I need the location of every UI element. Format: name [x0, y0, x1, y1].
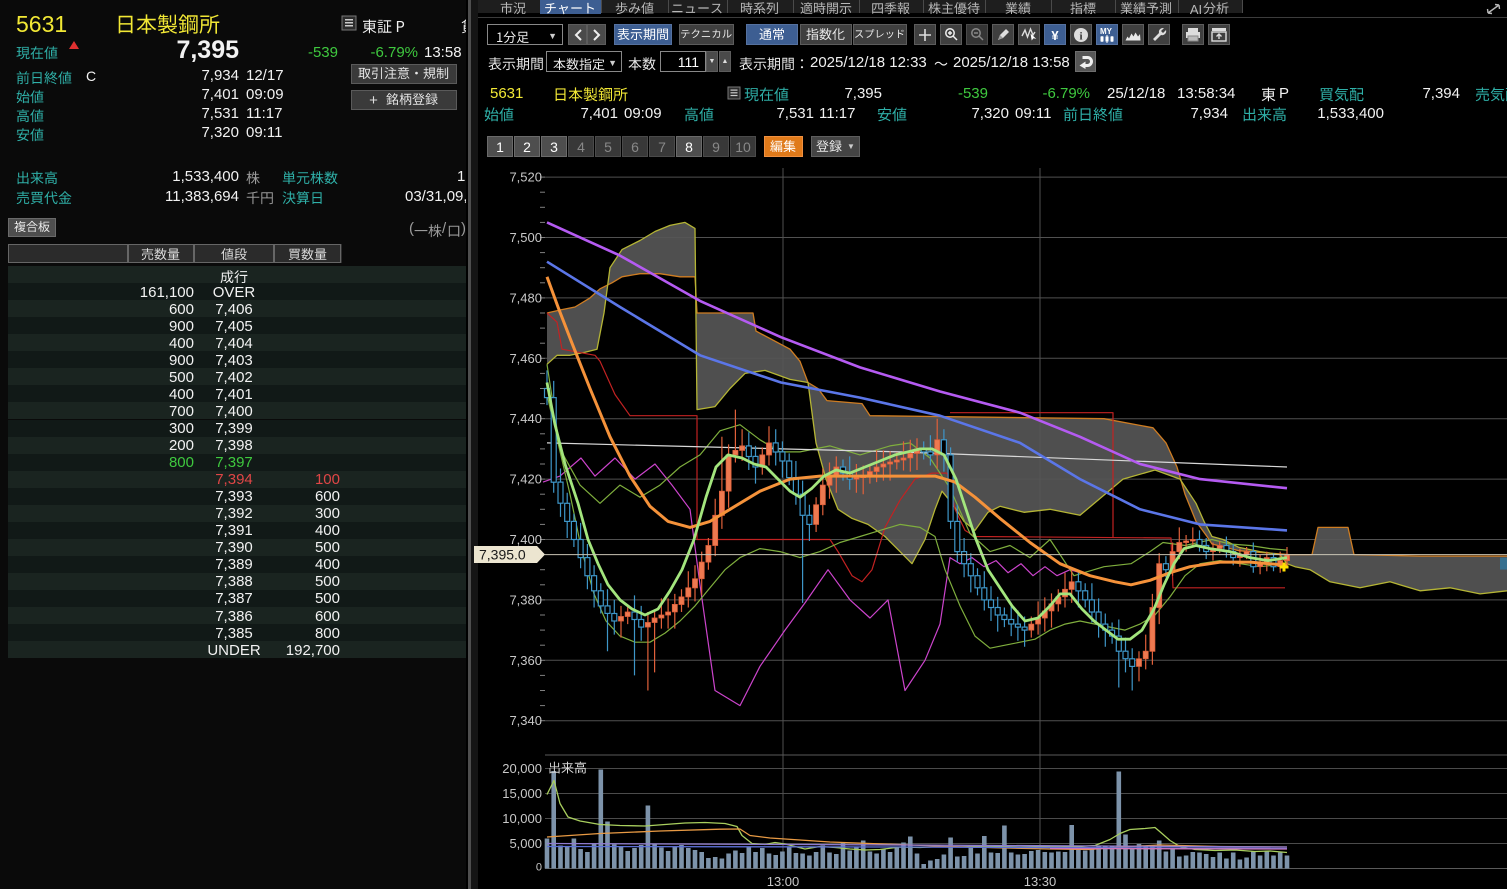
- svg-text:7,520: 7,520: [509, 170, 542, 185]
- svg-text:7,360: 7,360: [509, 653, 542, 668]
- svg-text:5,000: 5,000: [509, 836, 542, 851]
- svg-text:7,440: 7,440: [509, 411, 542, 426]
- svg-text:13:30: 13:30: [1024, 874, 1057, 889]
- svg-text:MY: MY: [1100, 27, 1113, 36]
- svg-text:7,400: 7,400: [509, 532, 542, 547]
- svg-text:15,000: 15,000: [502, 786, 542, 801]
- svg-text:¥: ¥: [1051, 28, 1059, 42]
- svg-text:20,000: 20,000: [502, 761, 542, 776]
- svg-text:13:00: 13:00: [767, 874, 800, 889]
- svg-text:7,395.0: 7,395.0: [479, 547, 526, 563]
- svg-text:7,460: 7,460: [509, 351, 542, 366]
- svg-text:10,000: 10,000: [502, 811, 542, 826]
- svg-text:7,340: 7,340: [509, 713, 542, 728]
- svg-text:i: i: [1079, 30, 1082, 42]
- svg-text:7,500: 7,500: [509, 230, 542, 245]
- svg-text:7,420: 7,420: [509, 472, 542, 487]
- svg-text:7,380: 7,380: [509, 592, 542, 607]
- svg-text:0: 0: [536, 862, 542, 874]
- svg-text:7,480: 7,480: [509, 290, 542, 305]
